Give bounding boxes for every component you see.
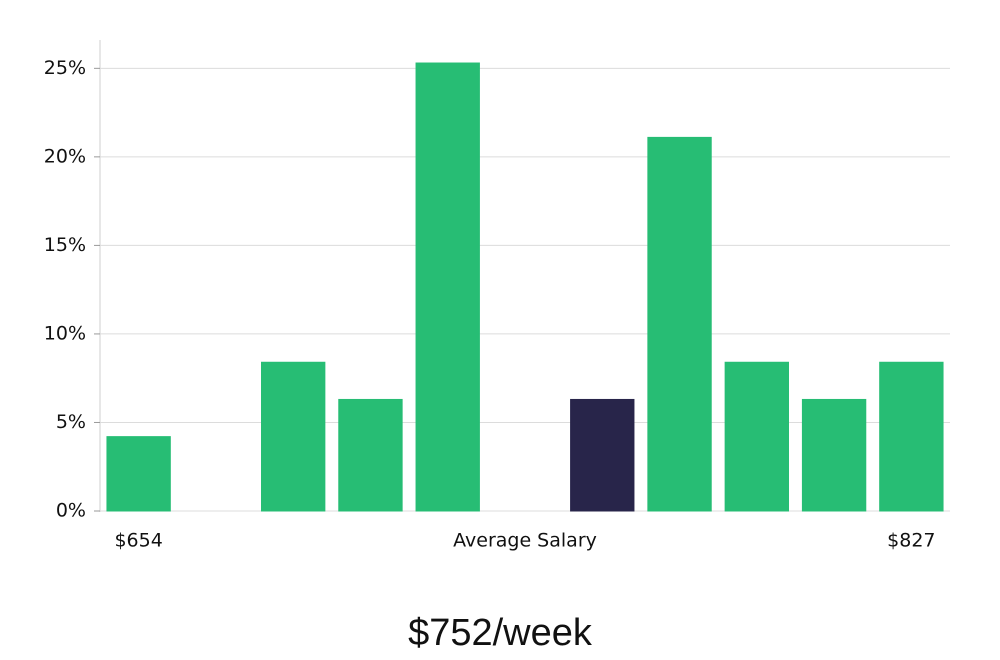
y-tick-label: 15%	[44, 234, 86, 256]
bar	[415, 62, 480, 512]
bar	[647, 136, 712, 512]
y-tick-label: 0%	[56, 500, 86, 522]
y-tick-label: 25%	[44, 57, 86, 79]
y-tick-label: 20%	[44, 145, 86, 167]
bar	[261, 361, 326, 512]
annotation: $752/week	[408, 612, 593, 654]
bar	[338, 398, 403, 512]
bar	[724, 361, 789, 512]
bar	[570, 398, 635, 512]
y-tick-label: 10%	[44, 322, 86, 344]
y-tick-label: 5%	[56, 411, 86, 433]
x-axis-label: Average Salary	[453, 530, 597, 552]
x-tick-label: $654	[114, 530, 162, 552]
x-tick-label: $827	[887, 530, 935, 552]
bar	[106, 436, 171, 512]
bar	[801, 398, 867, 512]
bar	[879, 361, 944, 512]
